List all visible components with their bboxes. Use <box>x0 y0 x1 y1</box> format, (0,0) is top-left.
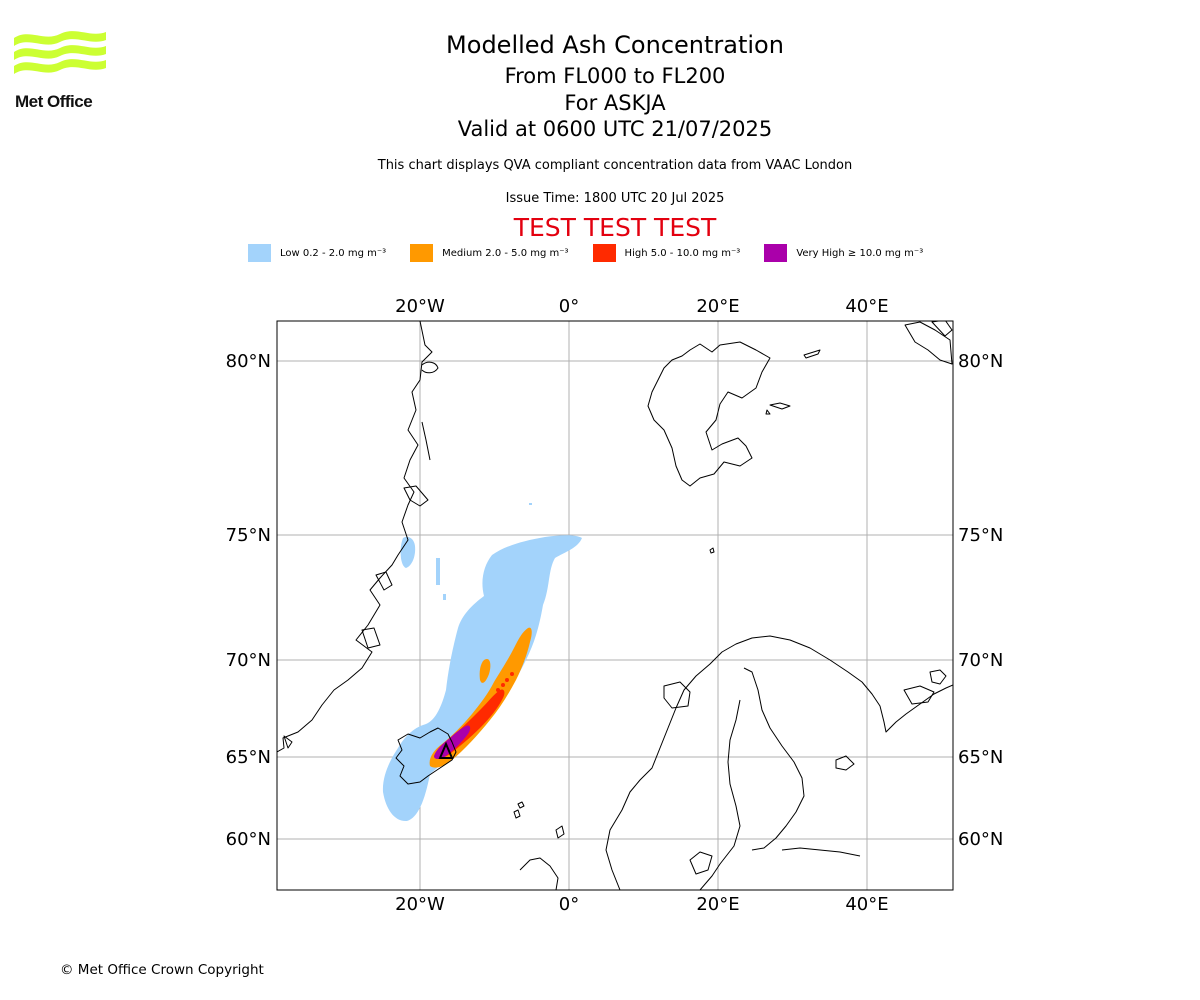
legend-label-medium: Medium 2.0 - 5.0 mg m⁻³ <box>442 247 569 259</box>
gridlines <box>277 321 953 890</box>
lat-label-left-60n: 60°N <box>226 829 271 850</box>
lon-label-bottom-40e: 40°E <box>845 894 888 915</box>
ash-medium <box>429 627 532 768</box>
lon-label-bottom-20w: 20°W <box>395 894 445 915</box>
legend-label-low: Low 0.2 - 2.0 mg m⁻³ <box>280 247 387 259</box>
flight-level-range: From FL000 to FL200 <box>504 64 726 88</box>
lat-label-right-75n: 75°N <box>958 525 1003 546</box>
met-office-waves-icon <box>14 31 106 74</box>
lon-label-top-0: 0° <box>559 296 579 317</box>
legend-item-high: High 5.0 - 10.0 mg m⁻³ <box>592 244 741 262</box>
info-text: This chart displays QVA compliant concen… <box>377 158 853 173</box>
lat-label-left-65n: 65°N <box>226 747 271 768</box>
met-office-logo: Met Office <box>14 30 108 111</box>
lon-label-bottom-0: 0° <box>559 894 579 915</box>
test-banner: TEST TEST TEST <box>513 213 717 242</box>
volcano-marker-icon <box>438 741 454 759</box>
legend-label-very-high: Very High ≥ 10.0 mg m⁻³ <box>796 247 924 259</box>
map-frame <box>276 320 954 891</box>
lon-label-bottom-20e: 20°E <box>696 894 739 915</box>
legend-swatch-medium <box>410 244 434 262</box>
lat-label-left-70n: 70°N <box>226 650 271 671</box>
legend-swatch-low <box>248 244 271 262</box>
legend-item-medium: Medium 2.0 - 5.0 mg m⁻³ <box>410 244 569 262</box>
lon-label-top-20e: 20°E <box>696 296 739 317</box>
valid-time: Valid at 0600 UTC 21/07/2025 <box>457 117 773 141</box>
legend: Low 0.2 - 2.0 mg m⁻³ Medium 2.0 - 5.0 mg… <box>248 244 947 262</box>
legend-item-very-high: Very High ≥ 10.0 mg m⁻³ <box>764 244 923 262</box>
lat-label-right-70n: 70°N <box>958 650 1003 671</box>
legend-item-low: Low 0.2 - 2.0 mg m⁻³ <box>248 244 386 262</box>
chart-title: Modelled Ash Concentration <box>446 31 784 59</box>
logo-text: Met Office <box>15 92 93 111</box>
volcano-name: For ASKJA <box>564 91 666 115</box>
lat-label-right-60n: 60°N <box>958 829 1003 850</box>
lat-label-left-75n: 75°N <box>226 525 271 546</box>
legend-label-high: High 5.0 - 10.0 mg m⁻³ <box>624 247 741 259</box>
copyright: © Met Office Crown Copyright <box>60 962 264 978</box>
lat-label-right-80n: 80°N <box>958 351 1003 372</box>
issue-time: Issue Time: 1800 UTC 20 Jul 2025 <box>505 191 725 206</box>
lon-label-top-40e: 40°E <box>845 296 888 317</box>
legend-swatch-high <box>592 244 616 262</box>
lat-label-left-80n: 80°N <box>226 351 271 372</box>
lat-label-right-65n: 65°N <box>958 747 1003 768</box>
legend-swatch-very-high <box>764 244 788 262</box>
lon-label-top-20w: 20°W <box>395 296 445 317</box>
coastlines <box>277 321 953 890</box>
